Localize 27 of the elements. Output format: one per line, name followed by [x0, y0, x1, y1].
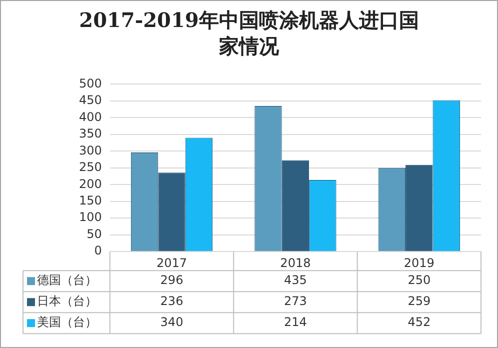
x-tick-label: 2019 — [404, 256, 434, 270]
data-label: 214 — [284, 315, 307, 330]
data-label: 296 — [160, 273, 184, 288]
y-tick-label: 150 — [79, 194, 102, 208]
y-tick-label: 300 — [79, 143, 102, 158]
y-tick-label: 50 — [86, 226, 102, 241]
data-label: 435 — [284, 273, 307, 288]
y-tick-label: 500 — [79, 76, 102, 90]
data-label: 236 — [160, 294, 184, 308]
y-tick-label: 350 — [79, 126, 102, 141]
data-label: 250 — [408, 273, 431, 288]
y-tick-label: 0 — [94, 244, 102, 258]
y-tick-label: 200 — [79, 176, 102, 191]
data-label: 259 — [408, 294, 431, 308]
y-tick-label: 100 — [79, 210, 102, 224]
legend-label: 日本（台） — [37, 294, 97, 308]
chart-title: 2017-2019年中国喷涂机器人进口国家情况 — [79, 7, 419, 60]
y-tick-label: 250 — [79, 160, 102, 174]
data-label: 452 — [408, 315, 431, 330]
x-tick-label: 2018 — [280, 256, 311, 270]
data-label: 340 — [160, 315, 184, 330]
legend-label: 德国（台） — [37, 273, 97, 288]
data-label: 273 — [284, 294, 307, 308]
x-tick-label: 2017 — [156, 256, 188, 270]
legend-label: 美国（台） — [37, 315, 97, 330]
y-tick-label: 400 — [79, 110, 102, 124]
y-tick-label: 450 — [79, 93, 102, 108]
